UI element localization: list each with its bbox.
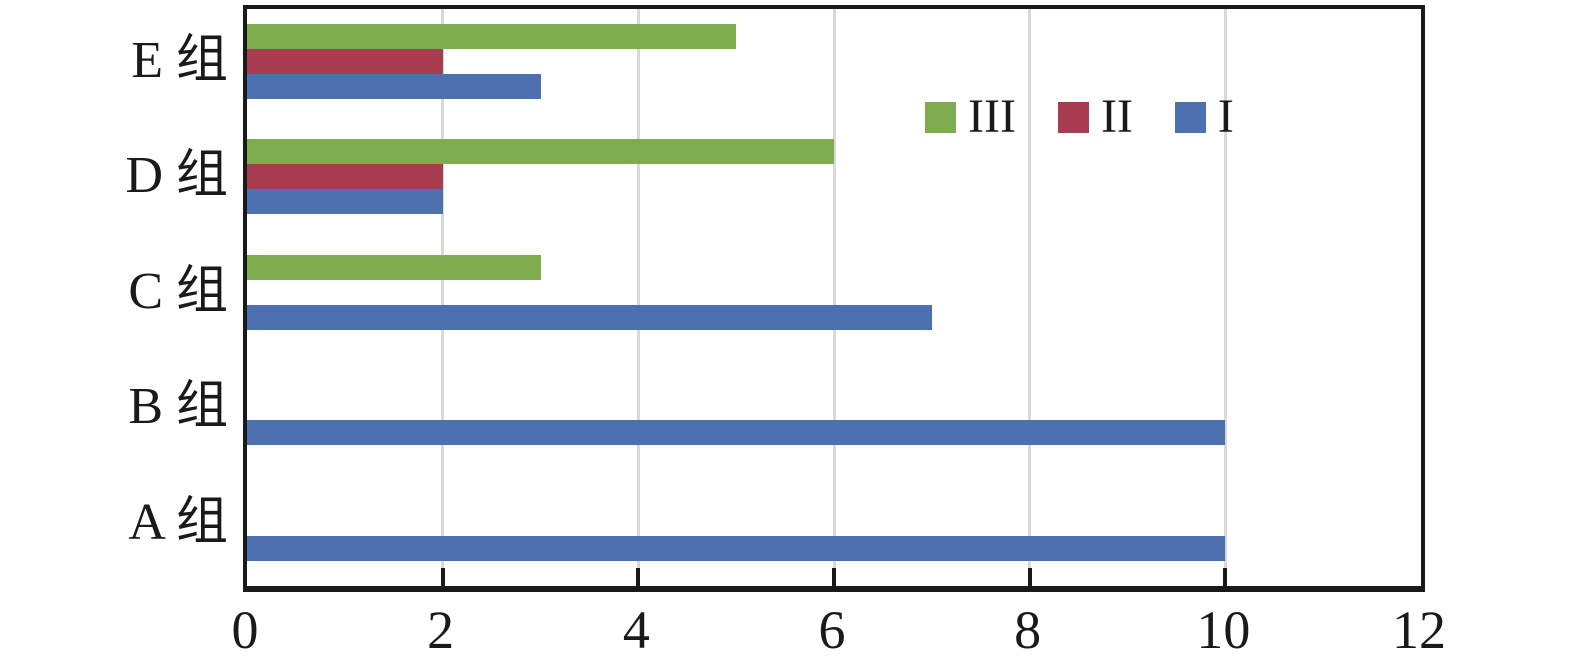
legend-label-III: III: [968, 90, 1016, 143]
x-tick-2: [440, 568, 445, 586]
x-tick-label-0: 0: [231, 600, 259, 660]
bar-E组-III: [247, 24, 737, 49]
legend-item-III: III: [925, 93, 1016, 141]
legend-label-I: I: [1217, 90, 1234, 143]
legend: III II I: [925, 93, 1234, 141]
gridline-x-4: [636, 9, 640, 586]
bar-B组-I: [247, 420, 1226, 446]
x-tick-label-8: 8: [1014, 600, 1042, 660]
x-tick-8: [1027, 568, 1032, 586]
bar-E组-II: [247, 49, 443, 74]
y-category-label-2: C 组: [128, 262, 228, 320]
gridline-x-2: [441, 9, 445, 586]
y-category-label-4: A 组: [128, 493, 228, 551]
bar-C组-I: [247, 304, 932, 330]
bar-E组-I: [247, 74, 541, 99]
x-tick-6: [832, 568, 836, 586]
x-tick-label-2: 2: [427, 600, 455, 660]
bar-C组-III: [247, 254, 541, 280]
plot-area: III II I: [243, 5, 1425, 592]
y-category-label-1: D 组: [125, 147, 228, 205]
legend-swatch-III: [925, 101, 956, 133]
y-category-label-3: B 组: [128, 378, 228, 436]
gridline-x-6: [832, 9, 836, 586]
x-tick-label-4: 4: [622, 600, 650, 660]
bar-A组-I: [247, 535, 1226, 561]
x-tick-label-10: 10: [1196, 600, 1251, 660]
y-category-label-0: E 组: [131, 32, 228, 89]
legend-item-I: I: [1174, 90, 1234, 143]
gridline-x-8: [1028, 9, 1032, 586]
legend-item-II: II: [1057, 90, 1133, 143]
x-tick-4: [636, 568, 641, 586]
bar-D组-III: [247, 139, 834, 165]
gridline-x-10: [1223, 9, 1227, 586]
legend-label-II: II: [1100, 90, 1133, 143]
bar-D组-II: [247, 164, 443, 190]
x-tick-10: [1223, 568, 1228, 586]
legend-swatch-I: [1174, 101, 1206, 133]
bar-D组-I: [247, 189, 443, 215]
legend-swatch-II: [1057, 101, 1089, 133]
x-tick-label-6: 6: [818, 600, 846, 660]
x-tick-label-12: 12: [1392, 600, 1446, 660]
